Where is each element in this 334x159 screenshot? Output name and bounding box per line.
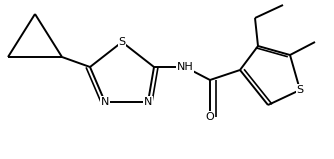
Text: N: N (144, 97, 152, 107)
Text: N: N (101, 97, 109, 107)
Text: S: S (297, 85, 304, 95)
Text: NH: NH (177, 62, 193, 72)
Text: S: S (119, 37, 126, 47)
Text: O: O (206, 112, 214, 122)
